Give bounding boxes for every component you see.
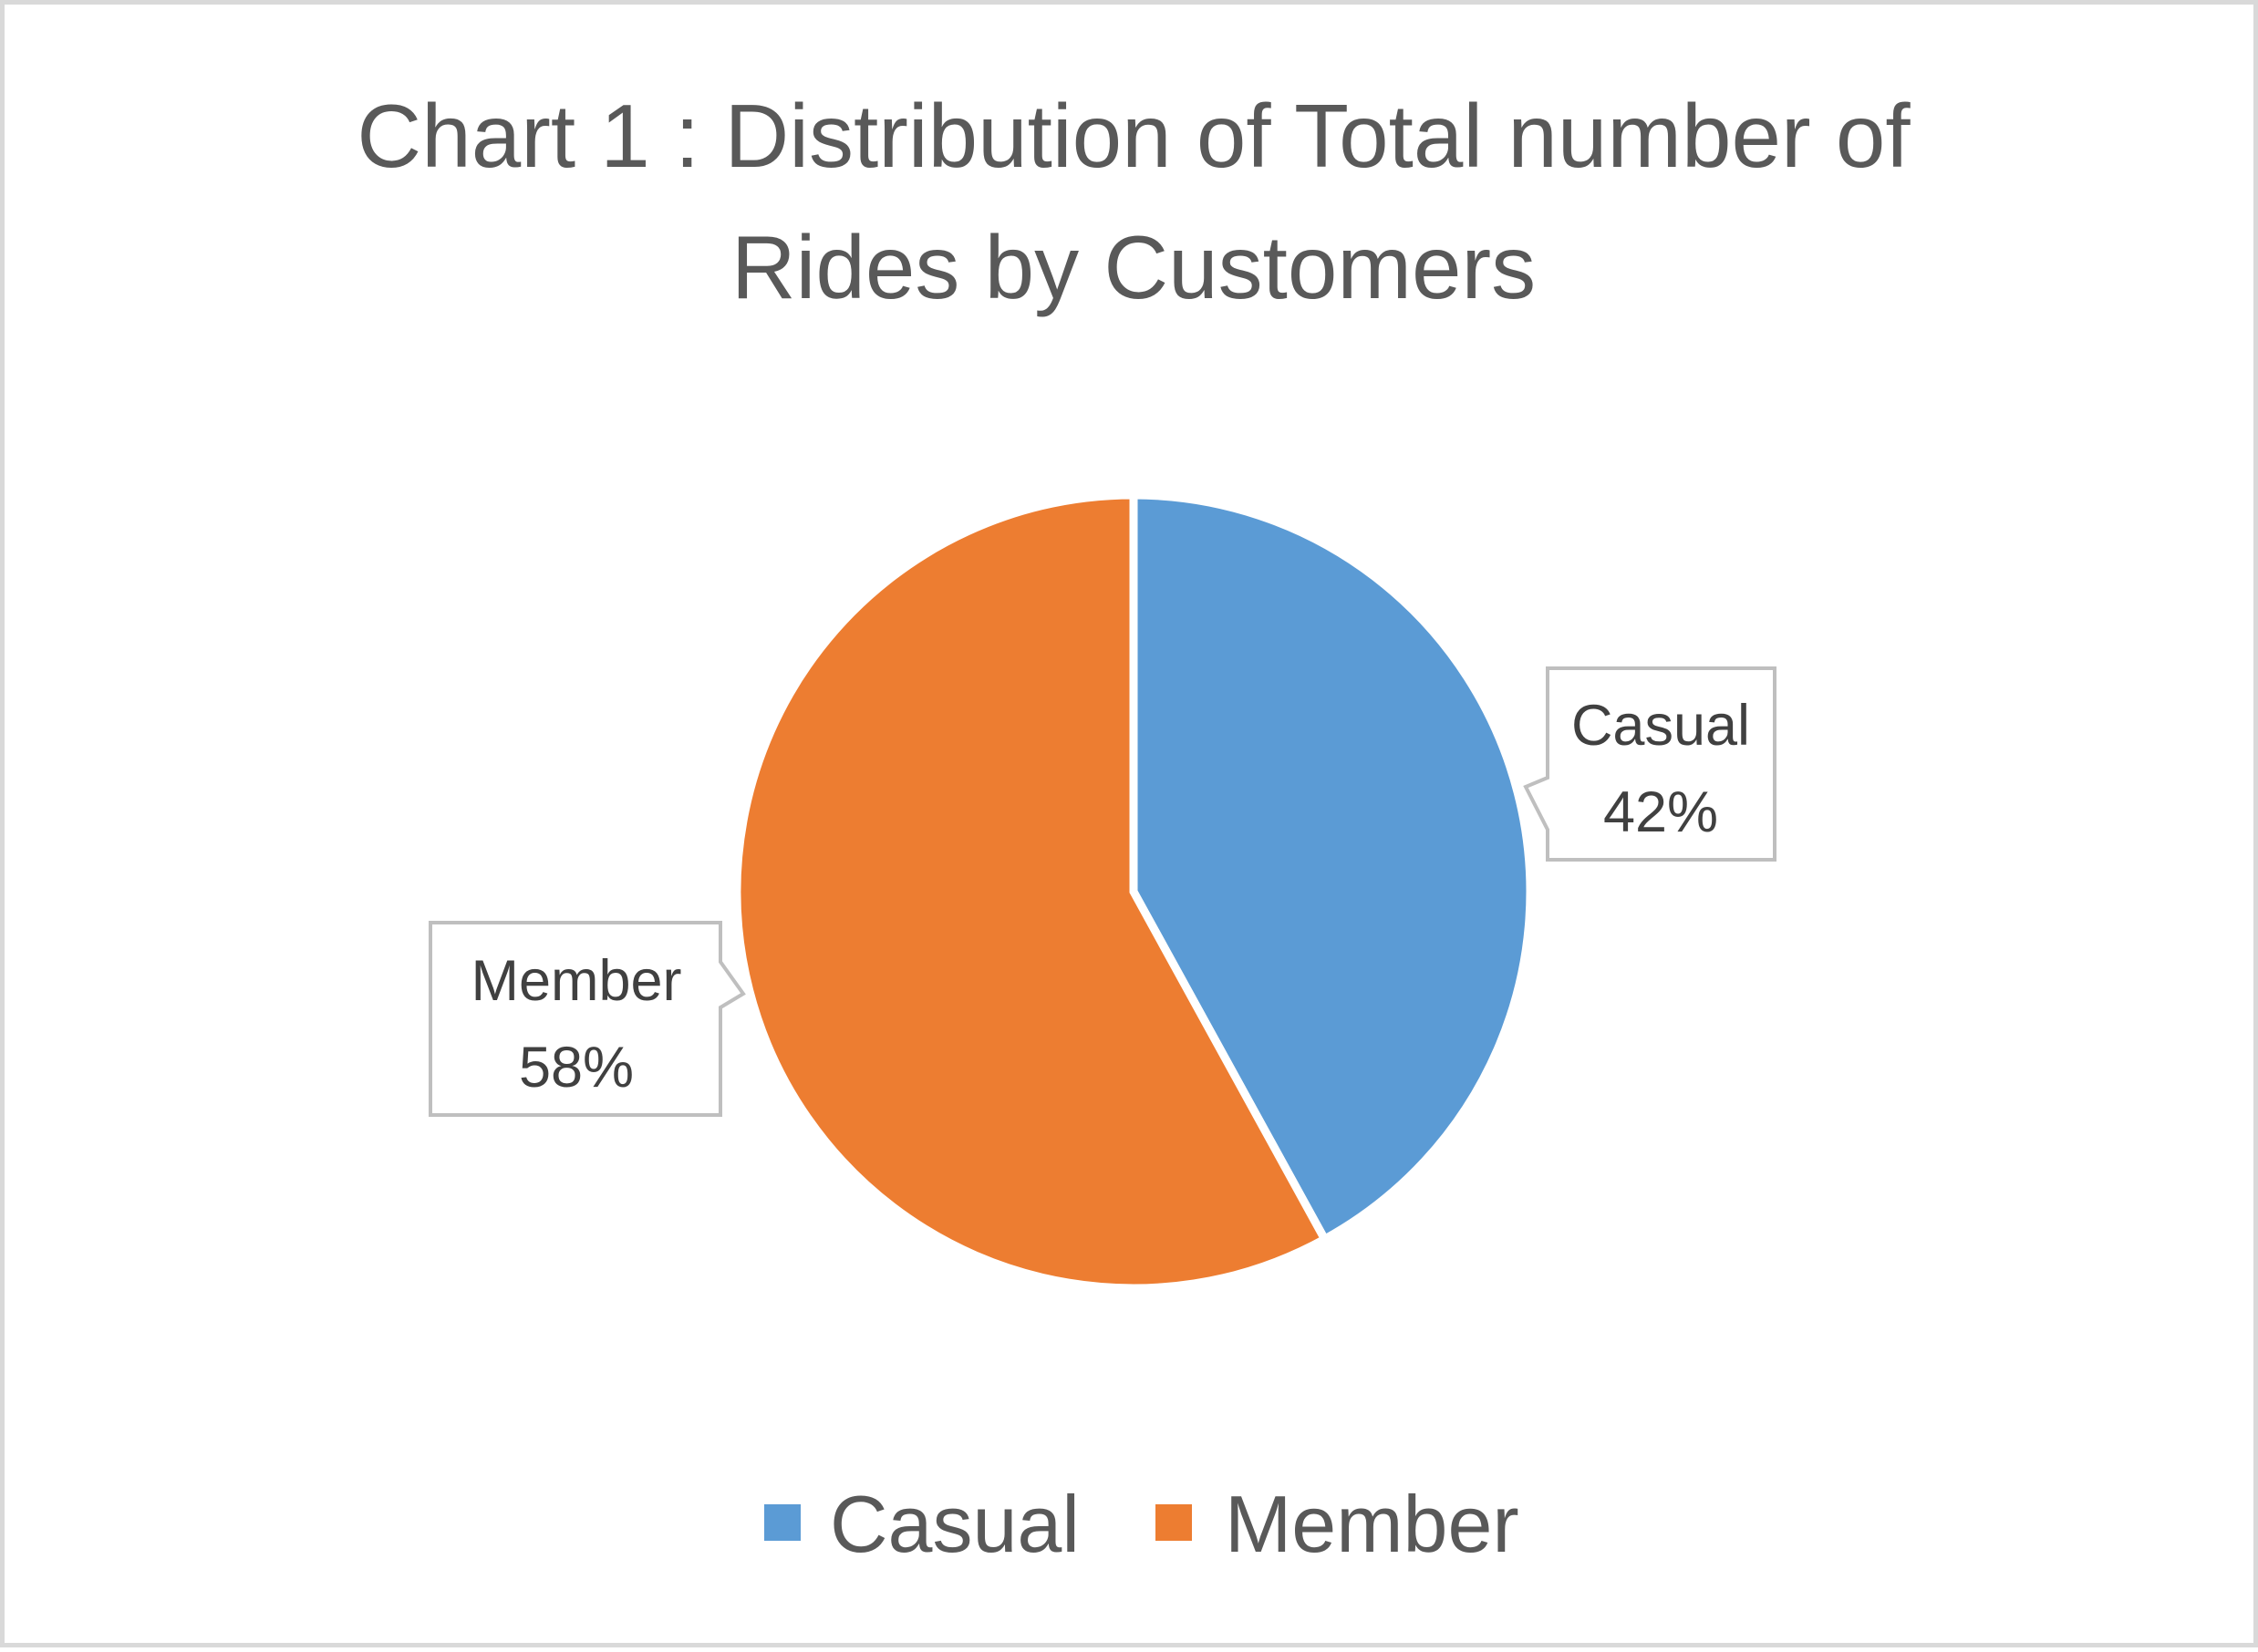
pie-slice-casual (1129, 490, 1535, 1245)
pie-chart: Chart 1 : Distribution of Total number o… (357, 86, 1911, 1569)
data-label-member: Member 58% (429, 921, 746, 1117)
casual-label-value: 42% (1603, 780, 1718, 844)
legend: Casual Member (764, 1479, 1519, 1569)
legend-label-casual: Casual (830, 1479, 1080, 1569)
member-label-name: Member (471, 949, 681, 1013)
legend-swatch-member (1155, 1504, 1192, 1541)
member-callout-box (429, 921, 746, 1117)
legend-label-member: Member (1225, 1479, 1519, 1569)
member-label-value: 58% (519, 1036, 634, 1100)
pie-slice-member (732, 490, 1331, 1293)
casual-callout-box (1523, 666, 1776, 862)
casual-label-name: Casual (1571, 694, 1750, 758)
pie-slices (732, 490, 1535, 1293)
legend-swatch-casual (764, 1504, 801, 1541)
chart-title-line-1: Chart 1 : Distribution of Total number o… (357, 86, 1911, 186)
chart-title-line-2: Rides by Customers (731, 217, 1536, 317)
data-label-casual: Casual 42% (1523, 666, 1776, 862)
